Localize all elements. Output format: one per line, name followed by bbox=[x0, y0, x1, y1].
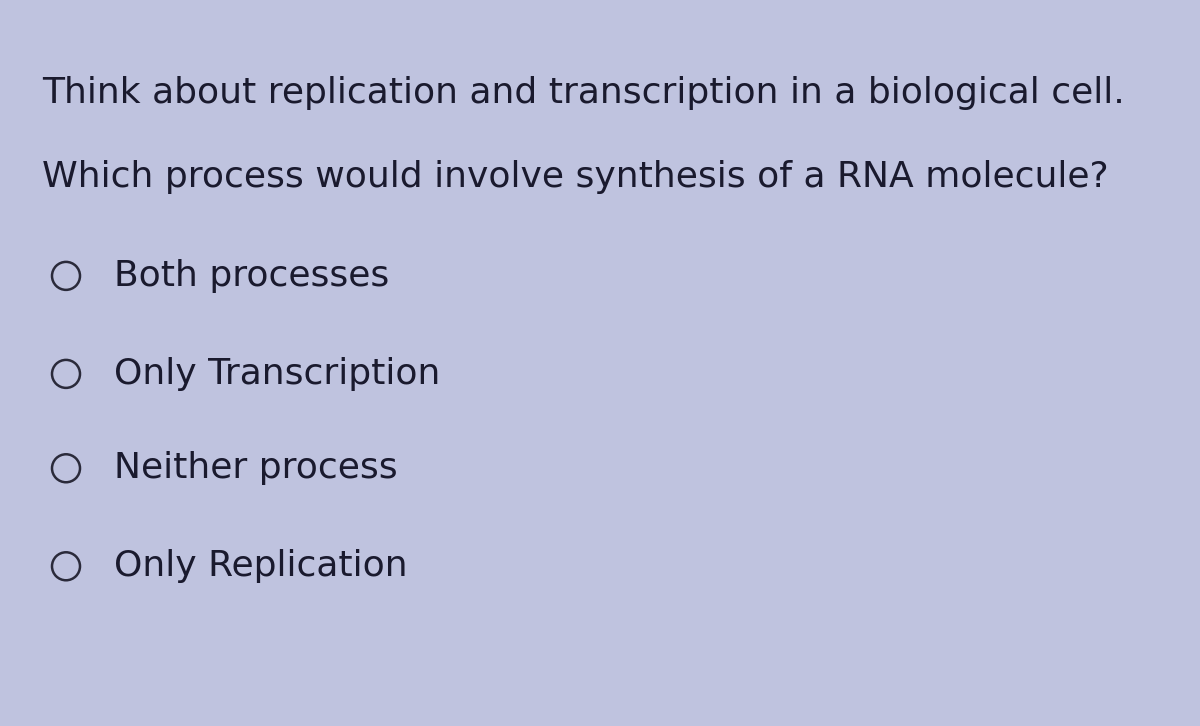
Text: Neither process: Neither process bbox=[114, 452, 397, 485]
Text: Which process would involve synthesis of a RNA molecule?: Which process would involve synthesis of… bbox=[42, 160, 1109, 194]
Text: Both processes: Both processes bbox=[114, 259, 389, 293]
Text: Only Replication: Only Replication bbox=[114, 550, 408, 583]
Text: Only Transcription: Only Transcription bbox=[114, 357, 440, 391]
Text: Think about replication and transcription in a biological cell.: Think about replication and transcriptio… bbox=[42, 76, 1124, 110]
